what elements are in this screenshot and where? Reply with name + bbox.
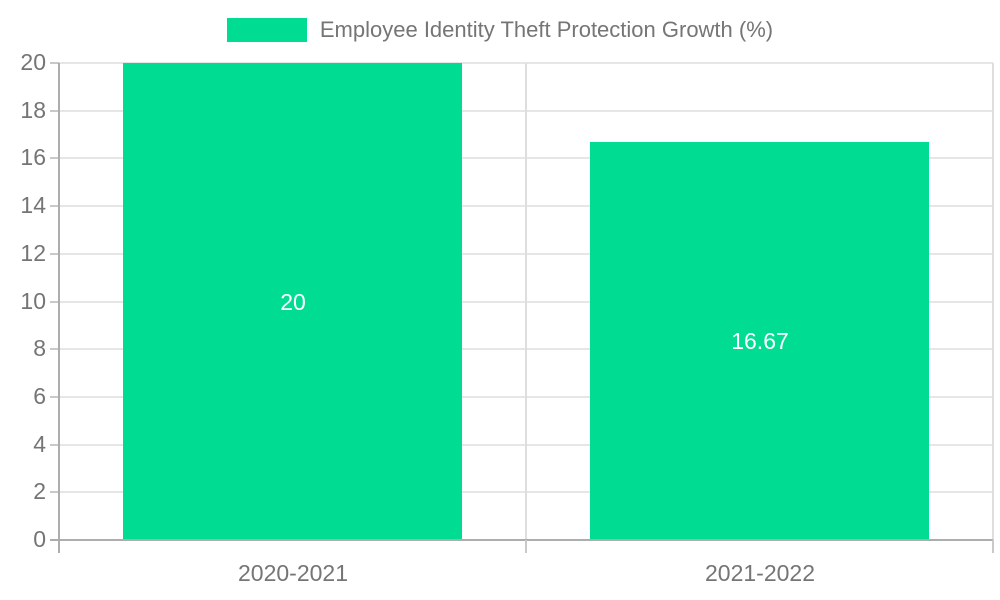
y-axis-tick-label: 2 bbox=[33, 478, 46, 505]
x-tick-mark bbox=[525, 540, 527, 553]
y-tick-mark bbox=[50, 300, 59, 303]
bar-2020-2021[interactable] bbox=[123, 63, 462, 540]
bar-2021-2022[interactable] bbox=[590, 142, 929, 540]
legend-swatch[interactable] bbox=[226, 18, 307, 42]
y-axis-tick-label: 10 bbox=[20, 287, 46, 314]
x-axis-tick-label: 2021-2022 bbox=[705, 560, 815, 586]
y-tick-mark bbox=[50, 348, 59, 351]
y-axis-tick-label: 12 bbox=[20, 239, 46, 266]
y-axis-tick-label: 6 bbox=[33, 382, 46, 409]
y-axis-line bbox=[58, 63, 60, 553]
bar-value-label: 20 bbox=[280, 289, 306, 315]
legend[interactable]: Employee Identity Theft Protection Growt… bbox=[0, 17, 1000, 43]
y-tick-mark bbox=[50, 157, 59, 160]
bar-value-label: 16.67 bbox=[731, 328, 789, 354]
y-tick-mark bbox=[50, 443, 59, 446]
y-axis-tick-label: 16 bbox=[20, 144, 46, 171]
y-tick-mark bbox=[50, 252, 59, 255]
y-axis-tick-label: 0 bbox=[33, 526, 46, 552]
x-tick-mark bbox=[992, 540, 994, 553]
y-tick-mark bbox=[50, 109, 59, 112]
x-axis-tick-label: 2020-2021 bbox=[238, 560, 348, 586]
legend-label: Employee Identity Theft Protection Growt… bbox=[319, 17, 774, 42]
y-axis-tick-label: 14 bbox=[20, 192, 46, 219]
y-tick-mark bbox=[50, 62, 59, 64]
category-boundary-line bbox=[992, 63, 994, 540]
y-axis-tick-label: 20 bbox=[20, 49, 46, 75]
y-tick-mark bbox=[50, 205, 59, 208]
y-tick-mark bbox=[50, 491, 59, 494]
y-axis-tick-label: 4 bbox=[33, 430, 46, 457]
y-tick-mark bbox=[50, 395, 59, 398]
category-boundary-line bbox=[525, 63, 527, 540]
y-axis-tick-label: 8 bbox=[33, 335, 46, 362]
y-axis-tick-label: 18 bbox=[20, 96, 46, 123]
x-axis-line bbox=[50, 539, 993, 541]
